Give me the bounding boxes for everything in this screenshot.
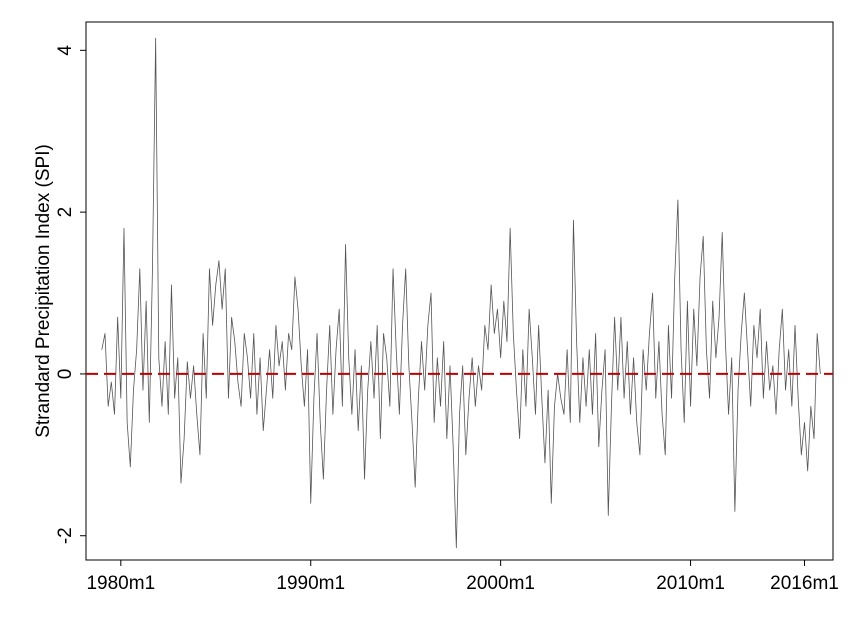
y-tick-label: 2 — [55, 207, 76, 218]
x-tick-label: 1990m1 — [276, 573, 345, 594]
y-axis-label: Strandard Precipitation Index (SPI) — [33, 144, 54, 438]
x-tick-label: 2010m1 — [656, 573, 725, 594]
plot-frame — [85, 21, 834, 561]
x-tick-label: 1980m1 — [86, 573, 155, 594]
series-line — [101, 37, 821, 549]
y-tick-label: -2 — [55, 527, 76, 544]
y-tick-label: 0 — [55, 369, 76, 380]
x-tick-label: 2000m1 — [466, 573, 535, 594]
x-tick-label: 2016m1 — [770, 573, 839, 594]
y-tick-label: 4 — [55, 45, 76, 56]
